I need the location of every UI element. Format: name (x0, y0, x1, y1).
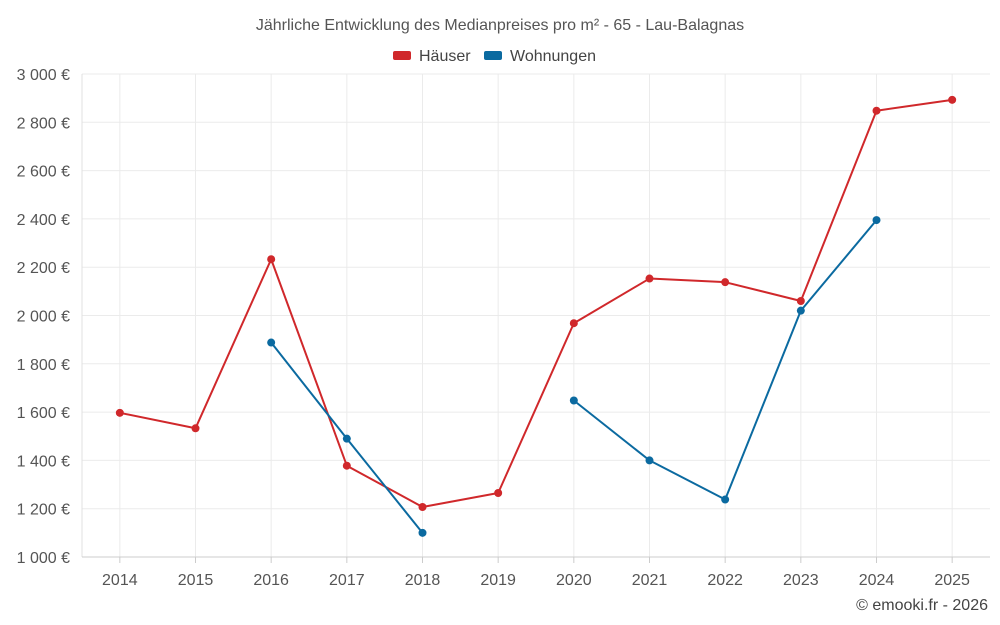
x-tick-label: 2017 (329, 572, 365, 589)
data-point-wohnungen[interactable] (645, 456, 654, 465)
data-point-haeuser[interactable] (267, 255, 276, 264)
data-point-wohnungen[interactable] (872, 216, 881, 225)
data-point-wohnungen[interactable] (267, 338, 276, 347)
data-point-haeuser[interactable] (872, 106, 881, 115)
y-tick-label: 1 000 € (17, 550, 70, 567)
x-tick-label: 2022 (707, 572, 743, 589)
x-tick-label: 2014 (102, 572, 138, 589)
series-line-haeuser (119, 98, 953, 509)
copyright-footer: © emooki.fr - 2026 (856, 597, 988, 614)
y-tick-label: 2 800 € (17, 115, 70, 132)
axes: 1 000 € 1 200 € 1 400 € 1 600 € 1 800 € 2 000… (17, 67, 990, 589)
data-point-haeuser[interactable] (191, 424, 200, 433)
x-tick-label: 2015 (178, 572, 214, 589)
data-point-haeuser[interactable] (342, 461, 351, 470)
data-point-haeuser[interactable] (645, 274, 654, 283)
y-tick-label: 2 400 € (17, 212, 70, 229)
legend-swatch-haeuser (393, 51, 411, 60)
data-point-wohnungen[interactable] (342, 434, 351, 443)
legend-label-wohnungen[interactable]: Wohnungen (510, 48, 596, 65)
data-point-haeuser[interactable] (115, 408, 124, 417)
legend-swatch-wohnungen (484, 51, 502, 60)
series-layer (115, 95, 957, 537)
legend: Häuser Wohnungen (393, 48, 596, 65)
x-tick-label: 2020 (556, 572, 592, 589)
data-point-haeuser[interactable] (494, 489, 503, 498)
x-tick-label: 2025 (934, 572, 970, 589)
y-tick-label: 3 000 € (17, 67, 70, 84)
y-tick-label: 1 200 € (17, 502, 70, 519)
legend-label-haeuser[interactable]: Häuser (419, 48, 471, 65)
y-tick-label: 2 200 € (17, 260, 70, 277)
y-tick-label: 2 000 € (17, 309, 70, 326)
data-point-haeuser[interactable] (418, 503, 427, 512)
x-tick-label: 2021 (632, 572, 668, 589)
x-tick-label: 2019 (480, 572, 516, 589)
data-point-haeuser[interactable] (569, 319, 578, 328)
x-tick-label: 2016 (253, 572, 289, 589)
data-point-wohnungen[interactable] (721, 495, 730, 504)
data-point-haeuser[interactable] (948, 95, 957, 104)
data-point-haeuser[interactable] (721, 278, 730, 287)
x-tick-label: 2018 (405, 572, 441, 589)
y-tick-label: 2 600 € (17, 164, 70, 181)
x-tick-label: 2024 (859, 572, 895, 589)
chart-title: Jährliche Entwicklung des Medianpreises … (256, 17, 744, 34)
y-tick-label: 1 400 € (17, 453, 70, 470)
y-tick-label: 1 800 € (17, 357, 70, 374)
data-point-wohnungen[interactable] (796, 306, 805, 315)
data-point-wohnungen[interactable] (569, 396, 578, 405)
x-tick-label: 2023 (783, 572, 819, 589)
data-point-haeuser[interactable] (796, 297, 805, 306)
y-tick-label: 1 600 € (17, 405, 70, 422)
data-point-wohnungen[interactable] (418, 528, 427, 537)
grid (82, 73, 990, 558)
